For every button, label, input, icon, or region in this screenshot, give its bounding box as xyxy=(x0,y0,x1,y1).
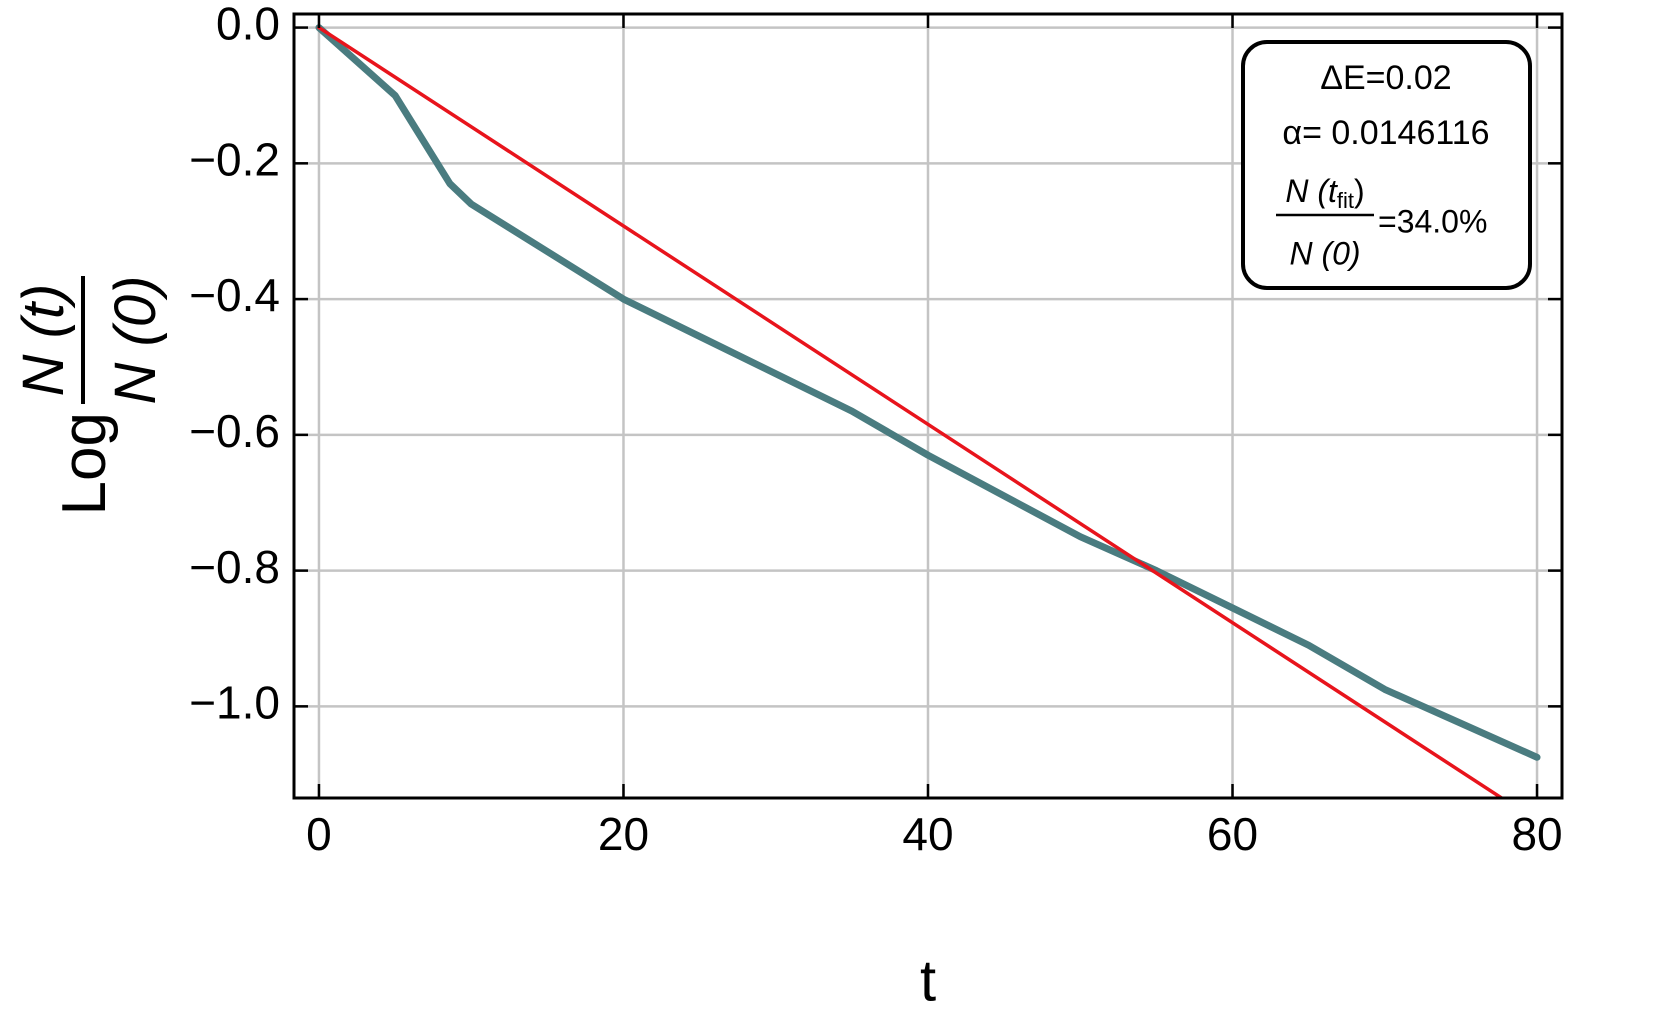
y-tick-label: −1.0 xyxy=(189,677,280,729)
x-tick-label: 20 xyxy=(598,808,649,860)
annotation-alpha: α= 0.0146116 xyxy=(1282,114,1489,152)
y-label-numerator: N (t) xyxy=(11,284,76,397)
y-label-log: Log xyxy=(50,412,119,515)
y-tick-label: −0.4 xyxy=(189,269,280,321)
x-tick-label: 60 xyxy=(1207,808,1258,860)
annotation-ratio-numerator: N (tfit) xyxy=(1285,173,1364,212)
ratio-part: t xyxy=(1328,173,1338,209)
ticks: 0 20 40 60 80 0.0 −0.2 −0.4 −0.6 −0.8 −1.0 xyxy=(189,0,1562,860)
y-axis-label: Log N (t) N (0) xyxy=(11,276,168,516)
annotation-ratio-denominator: N (0) xyxy=(1289,235,1360,271)
y-label-denominator: N (0) xyxy=(103,276,168,405)
ratio-part: N ( xyxy=(1285,173,1331,209)
ratio-part: ) xyxy=(1354,173,1365,209)
data-line xyxy=(315,24,1541,761)
plot-area xyxy=(315,24,1541,798)
annotation-ratio-value: =34.0% xyxy=(1378,203,1487,239)
x-axis-label: t xyxy=(920,948,936,1011)
y-tick-label: −0.8 xyxy=(189,541,280,593)
x-tick-label: 0 xyxy=(306,808,332,860)
x-tick-label: 80 xyxy=(1511,808,1562,860)
ratio-part: fit xyxy=(1337,188,1354,213)
annotation-frame xyxy=(1241,40,1532,290)
y-tick-label: 0.0 xyxy=(216,0,280,50)
y-tick-label: −0.6 xyxy=(189,405,280,457)
y-tick-label: −0.2 xyxy=(189,133,280,185)
fit-line xyxy=(317,25,1505,798)
x-tick-label: 40 xyxy=(902,808,953,860)
annotation-delta-e: ΔE=0.02 xyxy=(1320,59,1451,97)
annotation-box: ΔE=0.02 α= 0.0146116 N (tfit) N (0) =34.… xyxy=(1241,40,1532,290)
